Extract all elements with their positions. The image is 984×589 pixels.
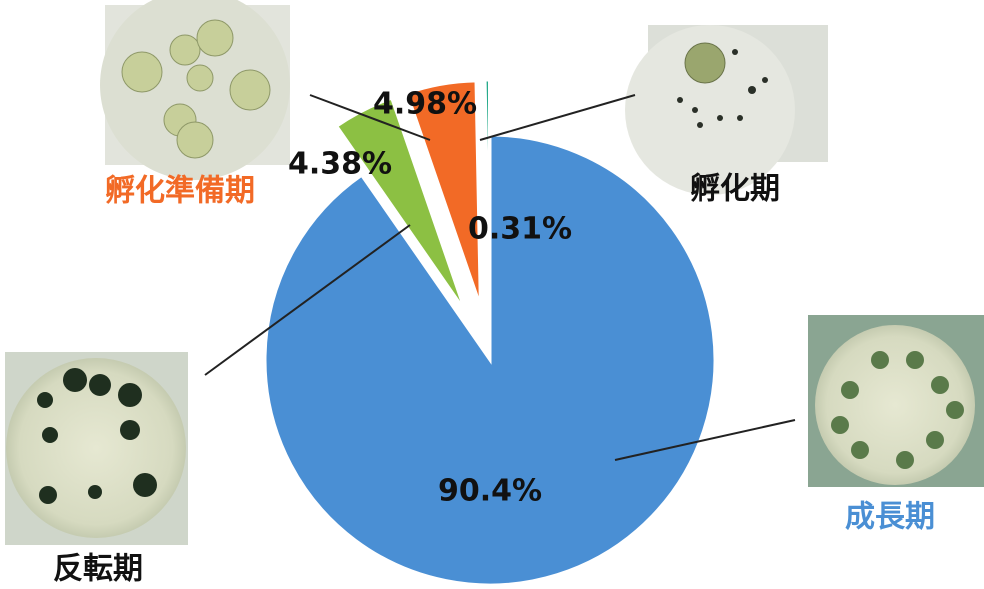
- photo-inversion: [5, 352, 188, 545]
- photo-pre-hatching: [100, 0, 290, 180]
- value-label: 4.98%: [373, 87, 477, 122]
- pie-slice: [405, 79, 482, 307]
- value-label: 4.38%: [288, 147, 392, 182]
- category-label: 反転期: [53, 552, 143, 587]
- leader-line: [309, 94, 431, 141]
- leader-line: [204, 224, 411, 376]
- photo-hatching: [625, 25, 828, 195]
- pie-slice: [334, 96, 467, 312]
- pie-slice: [483, 78, 491, 306]
- pie-slice: [263, 133, 717, 587]
- value-label: 90.4%: [438, 474, 542, 509]
- leader-line: [479, 94, 636, 141]
- value-label: 0.31%: [468, 212, 572, 247]
- category-label: 孵化準備期: [105, 174, 255, 209]
- category-label: 成長期: [845, 500, 935, 535]
- category-label: 孵化期: [690, 172, 780, 207]
- leader-line: [614, 419, 796, 461]
- photo-growth: [808, 315, 984, 487]
